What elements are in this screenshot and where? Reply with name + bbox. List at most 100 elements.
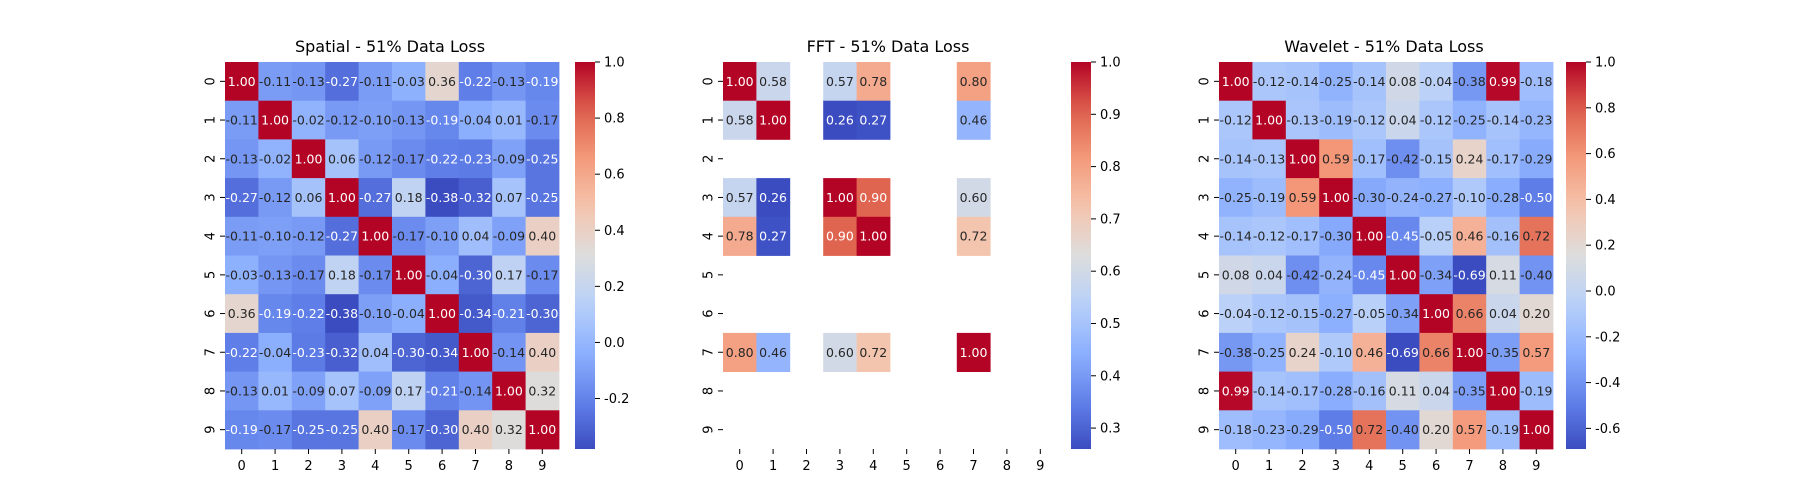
- cell-value-label: -0.14: [1220, 151, 1252, 166]
- x-tick-label: 8: [1499, 459, 1507, 474]
- cell-value-label: 1.00: [261, 113, 289, 128]
- cell-value-label: 0.46: [759, 345, 787, 360]
- cell-value-label: -0.17: [1487, 151, 1519, 166]
- y-tick-label: 9: [204, 426, 219, 434]
- heatmap-cell: [392, 294, 426, 334]
- cell-value-label: -0.14: [1487, 113, 1519, 128]
- heatmap-cell: [1419, 62, 1454, 102]
- heatmap-cell: [1486, 100, 1520, 140]
- heatmap-cell: [258, 294, 293, 334]
- heatmap-cell: [525, 178, 560, 218]
- wavelet-heatmap-x-ticks: 0 1 2 3 4 5 6 7 8 9: [1232, 449, 1540, 474]
- heatmap-cell: [258, 216, 293, 256]
- heatmap-cell: [1285, 294, 1320, 334]
- cell-value-label: -0.12: [1253, 229, 1285, 244]
- cell-value-label: 0.72: [859, 345, 887, 360]
- heatmap-cell: [325, 62, 359, 102]
- heatmap-cell: [723, 62, 757, 102]
- heatmap-cell: [1386, 371, 1420, 411]
- cell-value-label: 0.59: [1322, 151, 1350, 166]
- cell-value-label: 0.78: [726, 229, 754, 244]
- heatmap-cell: [1319, 216, 1353, 256]
- cell-value-label: 1.00: [859, 229, 887, 244]
- cell-value-label: 0.07: [495, 190, 523, 205]
- cell-value-label: 0.90: [826, 229, 854, 244]
- heatmap-cell: [1386, 410, 1420, 450]
- heatmap-cell: [1419, 294, 1454, 334]
- cell-value-label: -0.14: [493, 345, 525, 360]
- heatmap-cell: [723, 216, 757, 256]
- y-tick-label: 1: [702, 116, 717, 124]
- cell-value-label: -0.17: [393, 151, 425, 166]
- cell-value-label: -0.19: [1487, 422, 1519, 437]
- heatmap-cell: [1352, 255, 1387, 295]
- heatmap-cell: [1319, 332, 1353, 372]
- heatmap-cell: [1386, 216, 1420, 256]
- y-tick-label: 4: [204, 232, 219, 240]
- cell-value-label: 0.40: [462, 422, 490, 437]
- cell-value-label: -0.45: [1353, 267, 1385, 282]
- heatmap-cell: [1352, 332, 1387, 372]
- heatmap-cell: [1486, 371, 1520, 411]
- x-tick-label: 0: [238, 459, 246, 474]
- cell-value-label: -0.17: [1286, 383, 1318, 398]
- heatmap-cell: [823, 216, 857, 256]
- heatmap-cell: [425, 62, 460, 102]
- heatmap-cell: [1386, 332, 1420, 372]
- cell-value-label: 0.18: [395, 190, 423, 205]
- cell-value-label: -0.13: [393, 113, 425, 128]
- cell-value-label: -0.42: [1286, 267, 1318, 282]
- cell-value-label: 0.58: [726, 113, 754, 128]
- wavelet-heatmap-y-ticks: 0 1 2 3 4 5 6 7 8 9: [1198, 77, 1219, 434]
- heatmap-cell: [458, 100, 493, 140]
- cell-value-label: 0.04: [1389, 113, 1417, 128]
- heatmap-cell: [756, 100, 791, 140]
- cell-value-label: 1.00: [1322, 190, 1350, 205]
- cell-value-label: -0.03: [226, 267, 258, 282]
- heatmap-cell: [325, 100, 359, 140]
- heatmap-cell: [1219, 178, 1253, 218]
- cell-value-label: -0.04: [459, 113, 491, 128]
- cell-value-label: -0.40: [1520, 267, 1552, 282]
- heatmap-cell: [358, 178, 393, 218]
- heatmap-cell: [392, 139, 426, 179]
- heatmap-cell: [1219, 332, 1253, 372]
- cell-value-label: -0.05: [1353, 306, 1385, 321]
- cell-value-label: 1.00: [1289, 151, 1317, 166]
- heatmap-cell: [525, 100, 560, 140]
- cell-value-label: -0.27: [326, 74, 358, 89]
- cell-value-label: 0.72: [1522, 229, 1550, 244]
- heatmap-cell: [492, 178, 526, 218]
- heatmap-cell: [1352, 178, 1387, 218]
- heatmap-cell: [1419, 410, 1454, 450]
- cell-value-label: 0.80: [726, 345, 754, 360]
- colorbar-tick-label: 0.4: [604, 224, 625, 239]
- colorbar-tick-label: 1.0: [604, 56, 625, 71]
- cell-value-label: -0.30: [426, 422, 458, 437]
- heatmap-cell: [392, 178, 426, 218]
- y-tick-label: 3: [1198, 193, 1213, 201]
- heatmap-cell: [1252, 371, 1287, 411]
- colorbar-tick-label: -0.2: [604, 392, 629, 407]
- cell-value-label: 0.46: [960, 113, 988, 128]
- heatmap-cell: [1319, 62, 1353, 102]
- heatmap-cell: [1252, 410, 1287, 450]
- cell-value-label: -0.13: [1286, 113, 1318, 128]
- y-tick-label: 8: [702, 387, 717, 395]
- heatmap-cell: [325, 139, 359, 179]
- heatmap-cell: [325, 371, 359, 411]
- cell-value-label: -0.11: [259, 74, 291, 89]
- heatmap-cell: [492, 100, 526, 140]
- heatmap-cell: [358, 294, 393, 334]
- heatmap-cell: [1352, 62, 1387, 102]
- heatmap-cell: [1419, 216, 1454, 256]
- cell-value-label: -0.38: [1220, 345, 1252, 360]
- cell-value-label: 0.17: [495, 267, 523, 282]
- cell-value-label: -0.09: [493, 151, 525, 166]
- cell-value-label: -0.30: [393, 345, 425, 360]
- cell-value-label: 0.66: [1422, 345, 1450, 360]
- heatmap-cell: [258, 410, 293, 450]
- heatmap-cell: [1386, 255, 1420, 295]
- cell-value-label: -0.12: [326, 113, 358, 128]
- heatmap-cell: [1252, 332, 1287, 372]
